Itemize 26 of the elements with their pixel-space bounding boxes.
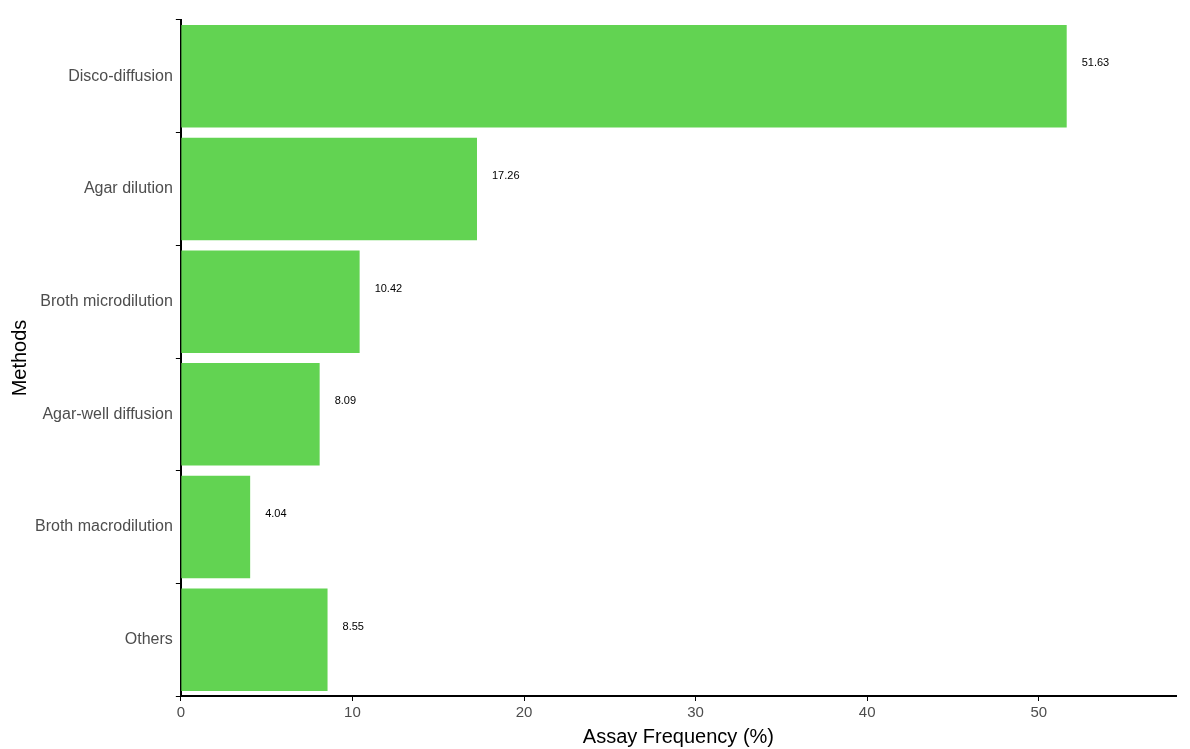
data-label: 51.63 (1081, 56, 1110, 69)
y-tick-label: Disco-diffusion (68, 66, 173, 84)
y-tick-label: Agar-well diffusion (42, 404, 173, 422)
y-tick-label: Others (124, 630, 173, 648)
data-label: 10.42 (374, 281, 403, 294)
x-tick-label: 10 (344, 703, 361, 721)
bar (181, 137, 477, 241)
bar (181, 363, 320, 466)
x-tick-label: 40 (858, 703, 876, 721)
x-tick-label: 0 (176, 703, 186, 721)
y-tick-label: Agar dilution (83, 179, 173, 197)
bar (181, 475, 251, 579)
y-tick-label: Broth microdilution (40, 292, 173, 310)
y-axis-title: Methods (7, 319, 30, 397)
x-tick-label: 50 (1030, 703, 1048, 721)
x-tick-label: 30 (687, 703, 704, 721)
data-label: 17.26 (491, 169, 520, 182)
bar (181, 250, 360, 353)
y-tick-label: Broth macrodilution (35, 517, 173, 535)
data-label: 8.09 (334, 394, 357, 407)
bar (181, 25, 1067, 128)
bar (181, 588, 328, 691)
data-label: 8.55 (342, 619, 364, 632)
data-label: 4.04 (265, 507, 287, 520)
x-tick-label: 20 (515, 703, 533, 721)
x-axis-title: Assay Frequency (%) (582, 724, 775, 747)
